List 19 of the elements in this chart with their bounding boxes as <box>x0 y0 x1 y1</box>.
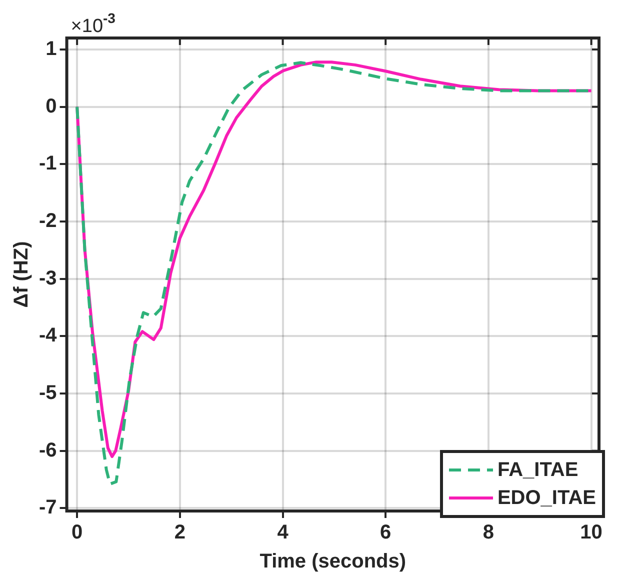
x-tick-label: 2 <box>174 522 186 544</box>
y-tick-label: -7 <box>38 496 57 519</box>
legend-label: EDO_ITAE <box>497 486 596 511</box>
y-tick-label: -3 <box>38 267 57 290</box>
y-axis-title: Δf (HZ) <box>10 241 33 308</box>
x-tick-label: 6 <box>380 522 392 544</box>
legend-label: FA_ITAE <box>497 458 578 483</box>
y-tick-label: -5 <box>38 382 57 404</box>
x-axis-title: Time (seconds) <box>260 550 406 573</box>
y-tick-label: -4 <box>38 324 58 347</box>
x-tick-label: 10 <box>580 522 602 544</box>
x-tick-label: 4 <box>277 522 290 544</box>
y-tick-label: 0 <box>46 95 57 118</box>
x-tick-label: 0 <box>72 522 83 544</box>
y-tick-label: 1 <box>46 38 57 60</box>
x-tick-label: 8 <box>482 522 494 544</box>
y-tick-label: -2 <box>38 210 57 232</box>
y-tick-label: -1 <box>38 152 57 175</box>
y-tick-label: -6 <box>38 439 57 462</box>
